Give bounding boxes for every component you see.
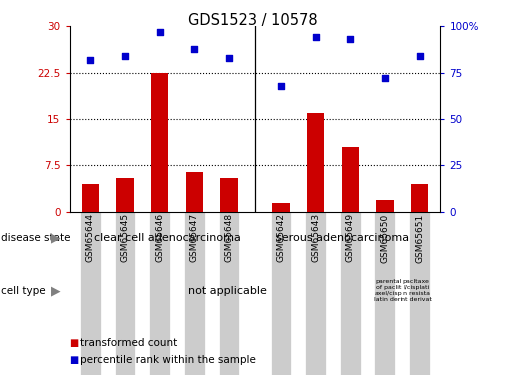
Text: clear cell adenocarcinoma: clear cell adenocarcinoma xyxy=(94,233,241,243)
Text: percentile rank within the sample: percentile rank within the sample xyxy=(80,355,256,365)
Text: transformed count: transformed count xyxy=(80,338,177,348)
Bar xyxy=(307,113,324,212)
Point xyxy=(381,75,389,81)
Point xyxy=(86,57,94,63)
FancyBboxPatch shape xyxy=(80,212,101,375)
Bar xyxy=(116,178,133,212)
Text: not applicable: not applicable xyxy=(188,286,267,296)
Point xyxy=(312,34,320,40)
Text: ■: ■ xyxy=(70,355,79,365)
Bar xyxy=(82,184,99,212)
FancyBboxPatch shape xyxy=(374,212,396,375)
Point xyxy=(416,53,424,59)
Text: ▶: ▶ xyxy=(51,232,60,244)
FancyBboxPatch shape xyxy=(305,212,326,375)
Point xyxy=(121,53,129,59)
Bar xyxy=(185,172,203,212)
FancyBboxPatch shape xyxy=(270,212,291,375)
Point xyxy=(346,36,354,42)
Bar xyxy=(411,184,428,212)
Text: parental
of paclit
axel/cisp
latin deri: parental of paclit axel/cisp latin deri xyxy=(374,279,402,302)
Bar xyxy=(376,200,393,212)
Text: pacltaxe
l/cisplati
n resista
nt derivat: pacltaxe l/cisplati n resista nt derivat xyxy=(401,279,432,302)
Text: ▶: ▶ xyxy=(51,284,60,297)
FancyBboxPatch shape xyxy=(409,212,430,375)
Point xyxy=(190,45,198,51)
Bar xyxy=(151,73,168,212)
FancyBboxPatch shape xyxy=(149,212,170,375)
FancyBboxPatch shape xyxy=(218,212,239,375)
FancyBboxPatch shape xyxy=(184,212,204,375)
Point xyxy=(277,82,285,88)
FancyBboxPatch shape xyxy=(114,212,135,375)
Text: ■: ■ xyxy=(70,338,79,348)
Bar xyxy=(220,178,237,212)
FancyBboxPatch shape xyxy=(340,212,360,375)
Point xyxy=(225,55,233,61)
Point xyxy=(156,29,164,35)
Bar xyxy=(272,202,289,212)
Text: GDS1523 / 10578: GDS1523 / 10578 xyxy=(187,13,317,28)
Text: serous adenocarcinoma: serous adenocarcinoma xyxy=(276,233,409,243)
Bar xyxy=(341,147,359,212)
Text: cell type: cell type xyxy=(1,286,46,296)
Text: disease state: disease state xyxy=(1,233,71,243)
